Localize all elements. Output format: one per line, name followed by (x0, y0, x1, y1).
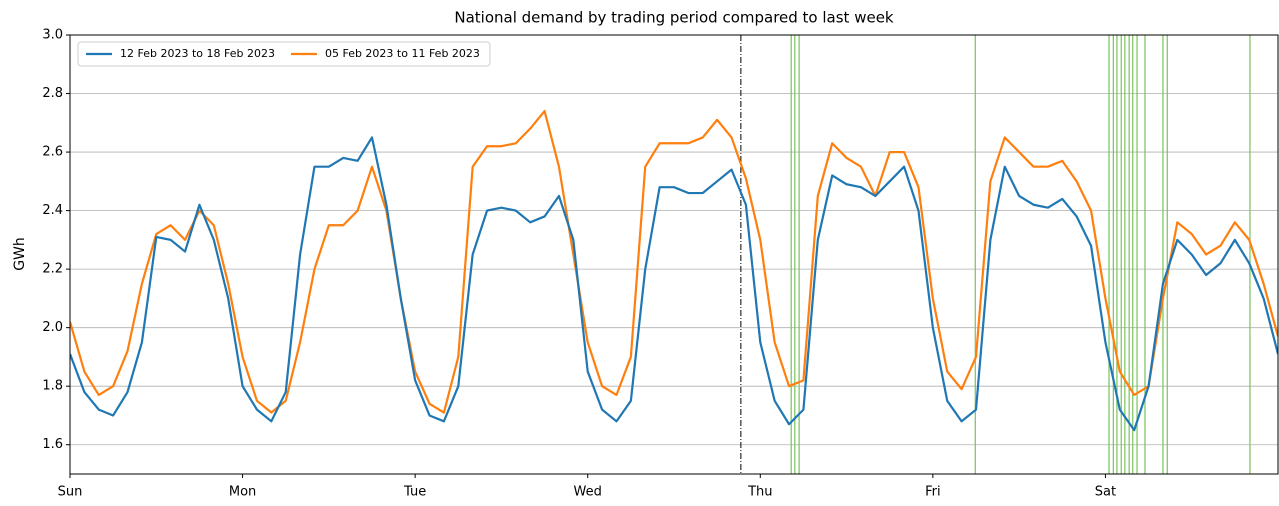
plot-area (70, 35, 1278, 474)
y-tick-label: 2.6 (42, 145, 63, 160)
legend-box (77, 41, 491, 67)
x-tick-label: Sat (1095, 485, 1116, 500)
legend-label: 05 Feb 2023 to 11 Feb 2023 (325, 47, 480, 60)
y-tick-label: 2.8 (42, 86, 63, 101)
y-tick-label: 2.2 (42, 262, 63, 277)
series-line (70, 109, 1278, 414)
x-tick-label: Tue (403, 485, 426, 500)
chart-title: National demand by trading period compar… (454, 9, 894, 27)
y-tick-label: 2.0 (42, 320, 63, 335)
x-tick-label: Mon (229, 485, 256, 500)
x-tick-label: Wed (574, 485, 602, 500)
x-tick-label: Thu (747, 485, 772, 500)
y-axis-label: GWh (12, 237, 28, 271)
legend-label: 12 Feb 2023 to 18 Feb 2023 (120, 47, 275, 60)
x-tick-label: Sun (58, 485, 83, 500)
y-tick-label: 1.6 (42, 437, 63, 452)
x-tick-label: Fri (925, 485, 941, 500)
y-tick-label: 1.8 (42, 379, 63, 394)
y-tick-label: 3.0 (42, 28, 63, 43)
y-tick-label: 2.4 (42, 203, 63, 218)
plot-frame (69, 34, 1279, 475)
series-line (70, 136, 1278, 432)
legend: 12 Feb 2023 to 18 Feb 2023 05 Feb 2023 to… (77, 41, 491, 67)
